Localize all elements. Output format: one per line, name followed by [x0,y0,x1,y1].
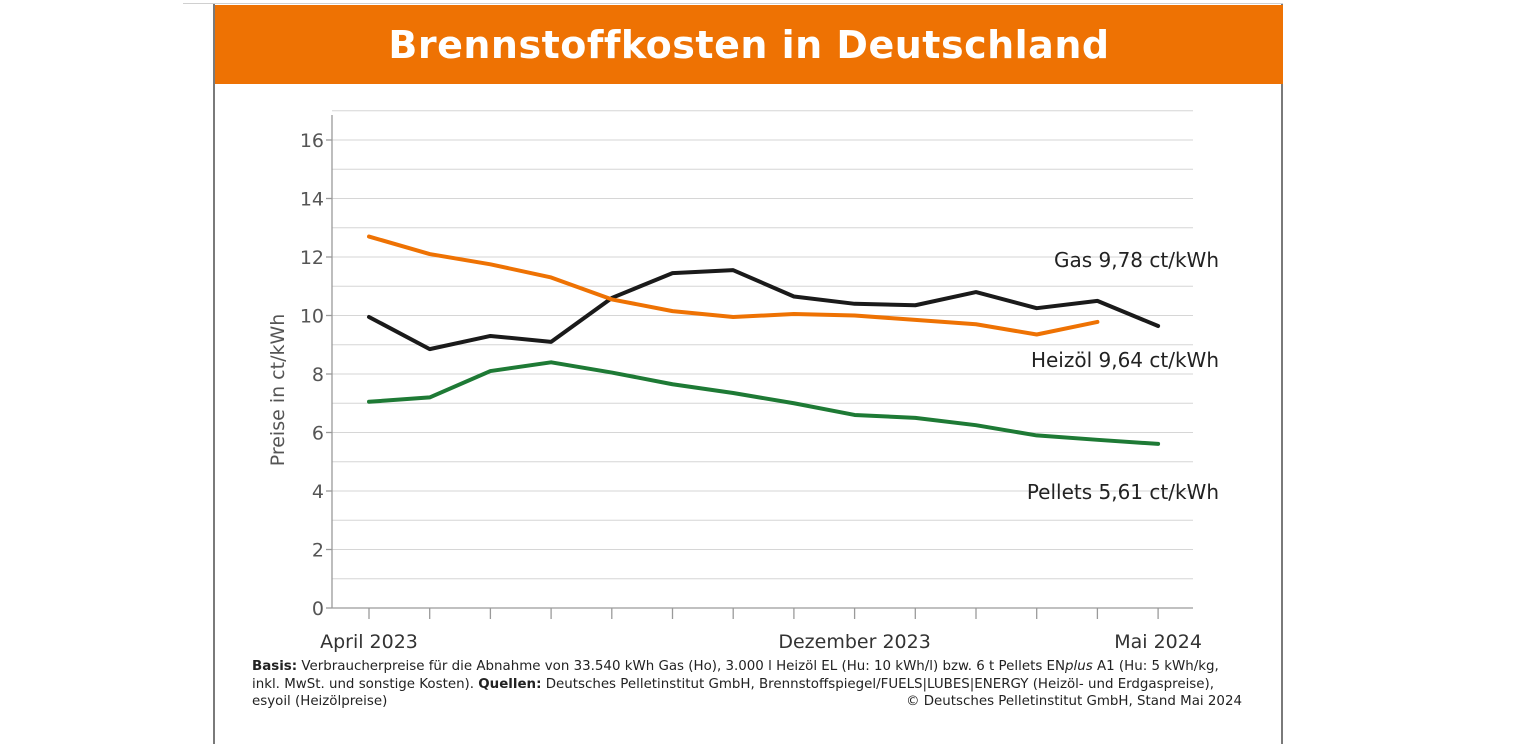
series-line-heizöl [367,234,1100,337]
x-tick-label: Dezember 2023 [778,631,930,653]
line2-text: inkl. MwSt. und sonstige Kosten). [252,676,479,692]
quellen-text: Deutsches Pelletinstitut GmbH, Brennstof… [541,676,1214,692]
y-tick-label: 6 [312,423,324,445]
series-label-gas: Gas 9,78 ct/kWh [1054,248,1219,272]
quellen-label: Quellen: [478,676,542,692]
series-line-gas [367,268,1161,352]
top-rule [183,3,1283,4]
footnote-line-2: inkl. MwSt. und sonstige Kosten). Quelle… [252,676,1242,694]
y-tick-label: 12 [300,247,324,269]
y-tick-label: 0 [312,598,324,620]
footnote-line-1: Basis: Verbraucherpreise für die Abnahme… [252,658,1242,676]
x-ticks: April 2023 Dezember 2023 Mai 2024 [320,608,1202,653]
gridlines [332,110,1193,580]
footnote: Basis: Verbraucherpreise für die Abnahme… [252,658,1242,711]
footnote-line-3: esyoil (Heizölpreise) [252,694,388,709]
series-label-pellets: Pellets 5,61 ct/kWh [1027,480,1219,504]
y-axis-label: Preise in ct/kWh [267,314,289,467]
series-line-pellets [367,360,1161,446]
basis-label: Basis: [252,659,298,674]
basis-italic: plus [1065,659,1093,674]
y-tick-label: 14 [300,189,324,211]
basis-text: Verbraucherpreise für die Abnahme von 33… [297,659,1066,674]
copyright: © Deutsches Pelletinstitut GmbH, Stand M… [906,694,1242,709]
x-tick-label: April 2023 [320,631,418,653]
basis-text-2: A1 (Hu: 5 kWh/kg, [1092,659,1219,674]
y-tick-labels: 0 2 4 6 8 10 12 14 16 [300,130,332,620]
y-tick-label: 2 [312,540,324,562]
x-tick-label: Mai 2024 [1114,631,1202,653]
chart-title: Brennstoffkosten in Deutschland [388,22,1110,67]
title-bar: Brennstoffkosten in Deutschland [215,5,1283,84]
series [367,234,1161,446]
series-label-heizöl: Heizöl 9,64 ct/kWh [1031,348,1219,372]
y-tick-label: 8 [312,364,324,386]
series-labels: Gas 9,78 ct/kWh Heizöl 9,64 ct/kWh Pellets… [1027,248,1219,504]
y-tick-label: 16 [300,130,324,152]
y-tick-label: 4 [312,481,324,503]
y-tick-label: 10 [300,306,324,328]
